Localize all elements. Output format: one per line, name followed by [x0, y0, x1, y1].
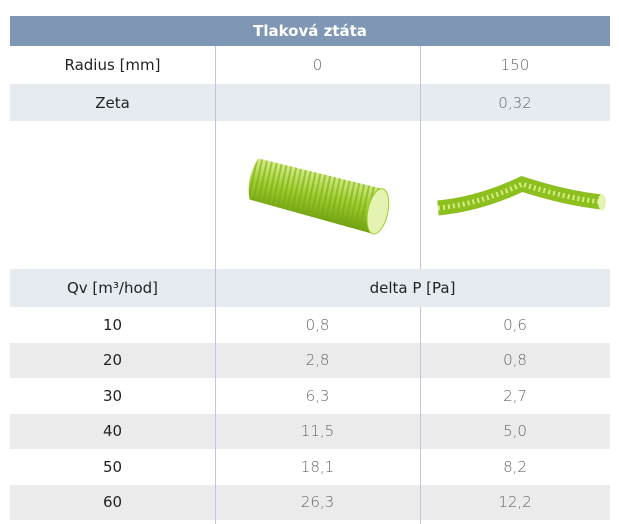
table-cell: 11,5 — [300, 422, 335, 441]
table-cell: 0,32 — [498, 93, 532, 112]
column-divider — [215, 46, 216, 269]
row-bg — [10, 84, 610, 121]
table-cell: 26,3 — [300, 493, 335, 512]
column-divider — [215, 269, 216, 307]
table-cell: 2,7 — [503, 386, 527, 405]
table-cell: 20 — [102, 351, 123, 370]
table-cell: 0,8 — [503, 351, 527, 370]
column-divider — [215, 307, 216, 524]
table-cell: Zeta — [95, 93, 130, 112]
table-cell: 18,1 — [300, 457, 335, 476]
table-cell: Qv [m³/hod] — [66, 279, 159, 297]
bent-tube-image — [437, 175, 606, 216]
table-cell: 10 — [102, 315, 123, 334]
column-divider — [420, 46, 421, 269]
table-cell: 12,2 — [498, 493, 532, 512]
row-bg — [10, 484, 610, 520]
row-bg — [10, 269, 610, 307]
table-cell: 60 — [102, 493, 123, 512]
table-cell: 0,8 — [305, 315, 330, 334]
row-bg — [10, 342, 610, 378]
table-cell: 0,6 — [503, 315, 527, 334]
table-cell: 0 — [312, 56, 323, 74]
table-cell: 150 — [500, 56, 530, 74]
table-cell: 50 — [102, 457, 123, 476]
table-cell: delta P [Pa] — [369, 279, 456, 297]
table-cell: 5,0 — [503, 422, 527, 441]
table-cell: 8,2 — [503, 457, 527, 476]
row-bg — [10, 413, 610, 449]
table-cell: 6,3 — [305, 386, 330, 405]
table-cell: 40 — [102, 422, 123, 441]
table-cell: 30 — [102, 386, 123, 405]
table-cell: 2,8 — [305, 351, 330, 370]
table-cell: Radius [mm] — [64, 56, 161, 74]
table-title: Tlaková ztáta — [10, 16, 610, 46]
column-divider — [420, 307, 421, 524]
straight-tube-image — [248, 158, 390, 235]
